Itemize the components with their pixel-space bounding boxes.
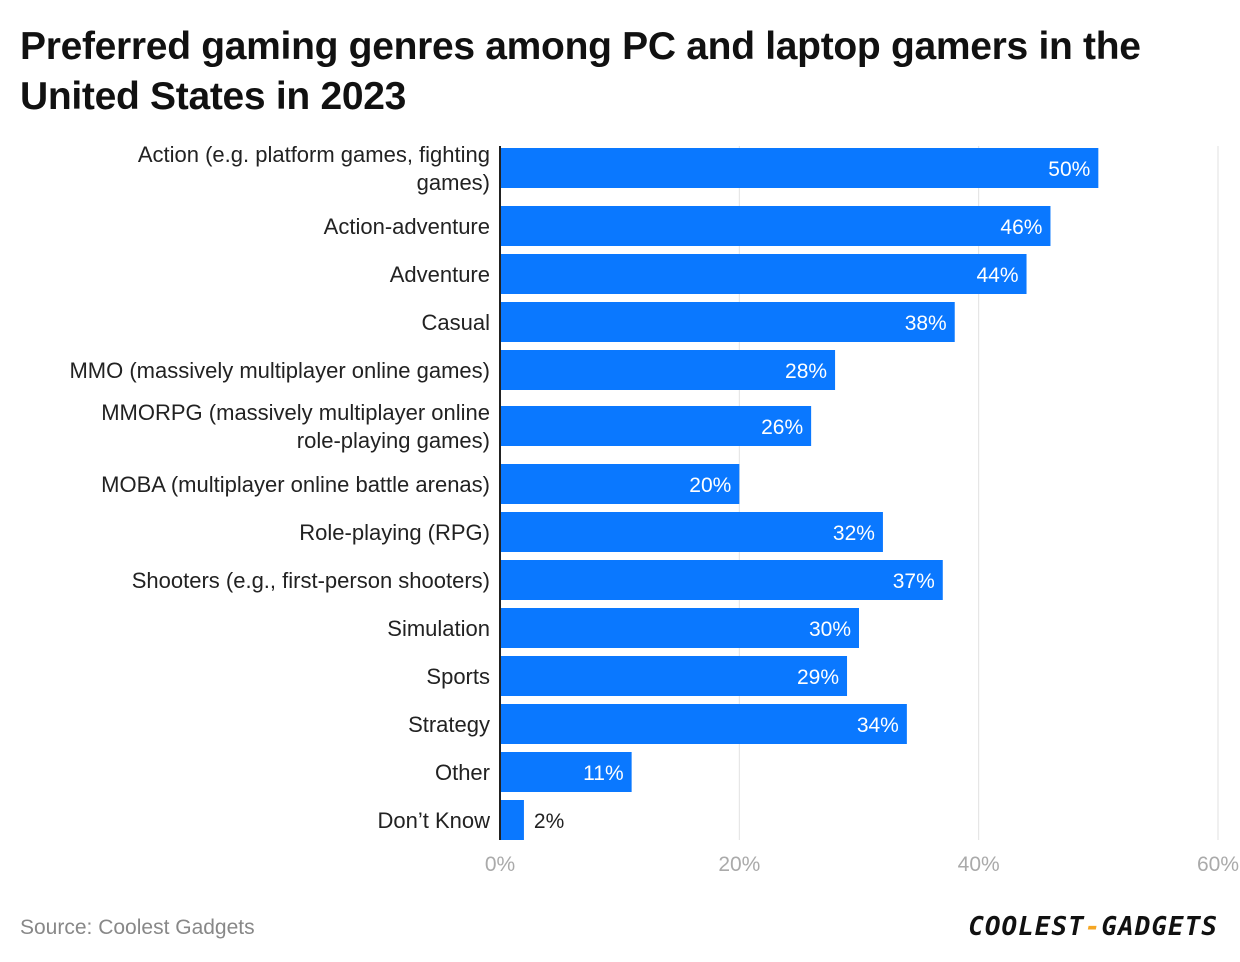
logo-separator: - — [1084, 912, 1102, 942]
bar-2 — [500, 254, 1027, 294]
bar-8 — [500, 560, 943, 600]
bar-5 — [500, 406, 812, 446]
bar-13 — [500, 800, 524, 840]
value-label-12: 11% — [583, 762, 623, 785]
source-note: Source: Coolest Gadgets — [20, 916, 255, 939]
chart-title: Preferred gaming genres among PC and lap… — [20, 25, 1141, 118]
x-tick-label-40: 40% — [958, 853, 1000, 876]
value-label-0: 50% — [1048, 158, 1090, 181]
value-label-11: 34% — [857, 714, 899, 737]
category-label-11: Strategy — [408, 712, 490, 737]
category-label-1: Action-adventure — [324, 214, 490, 239]
value-label-9: 30% — [809, 618, 851, 641]
category-label-12: Other — [435, 760, 490, 785]
value-label-7: 32% — [833, 522, 875, 545]
bar-9 — [500, 608, 859, 648]
category-label-7: Role-playing (RPG) — [299, 520, 490, 545]
x-tick-label-20: 20% — [718, 853, 760, 876]
value-label-2: 44% — [977, 264, 1019, 287]
value-label-10: 29% — [797, 666, 839, 689]
category-label-13: Don’t Know — [377, 808, 490, 833]
category-label-3: Casual — [422, 310, 490, 335]
value-label-1: 46% — [1000, 216, 1042, 239]
bar-4 — [500, 350, 836, 390]
value-label-5: 26% — [761, 416, 803, 439]
bar-10 — [500, 656, 848, 696]
value-label-6: 20% — [689, 474, 731, 497]
logo-left: COOLEST — [968, 912, 1085, 942]
category-label-8: Shooters (e.g., first-person shooters) — [132, 568, 490, 593]
value-label-3: 38% — [905, 312, 947, 335]
logo-right: GADGETS — [1101, 912, 1218, 942]
bar-3 — [500, 302, 955, 342]
brand-logo: COOLEST-GADGETS — [968, 912, 1218, 942]
bar-0 — [500, 148, 1099, 188]
x-tick-label-0: 0% — [485, 853, 515, 876]
category-label-2: Adventure — [390, 262, 490, 287]
category-label-6: MOBA (multiplayer online battle arenas) — [101, 472, 490, 497]
category-label-9: Simulation — [387, 616, 490, 641]
bar-12 — [500, 752, 632, 792]
value-label-4: 28% — [785, 360, 827, 383]
bar-1 — [500, 206, 1051, 246]
bar-11 — [500, 704, 907, 744]
value-label-8: 37% — [893, 570, 935, 593]
category-label-10: Sports — [426, 664, 490, 689]
category-label-5: MMORPG (massively multiplayer online role… — [101, 400, 490, 453]
bar-6 — [500, 464, 740, 504]
category-label-4: MMO (massively multiplayer online games) — [69, 358, 490, 383]
category-label-0: Action (e.g. platform games, fighting gam… — [138, 142, 490, 195]
bar-7 — [500, 512, 883, 552]
x-tick-label-60: 60% — [1197, 853, 1239, 876]
value-label-13: 2% — [534, 810, 564, 833]
